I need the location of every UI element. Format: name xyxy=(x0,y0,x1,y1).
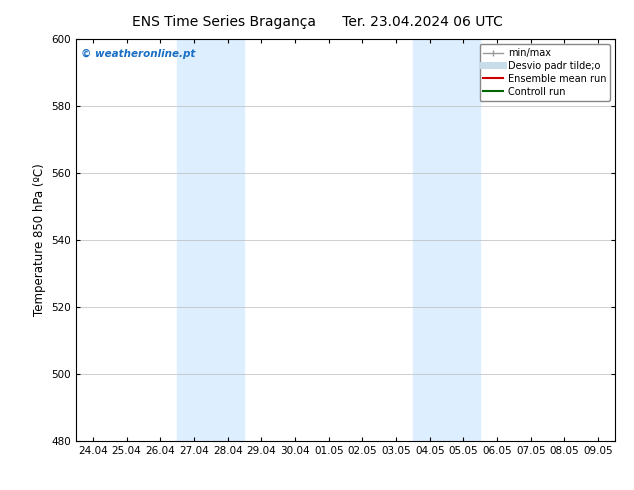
Bar xyxy=(413,39,481,441)
Text: ENS Time Series Bragança      Ter. 23.04.2024 06 UTC: ENS Time Series Bragança Ter. 23.04.2024… xyxy=(132,15,502,29)
Y-axis label: Temperature 850 hPa (ºC): Temperature 850 hPa (ºC) xyxy=(33,164,46,317)
Legend: min/max, Desvio padr tilde;o, Ensemble mean run, Controll run: min/max, Desvio padr tilde;o, Ensemble m… xyxy=(479,44,610,100)
Text: © weatheronline.pt: © weatheronline.pt xyxy=(81,49,196,59)
Bar xyxy=(177,39,245,441)
